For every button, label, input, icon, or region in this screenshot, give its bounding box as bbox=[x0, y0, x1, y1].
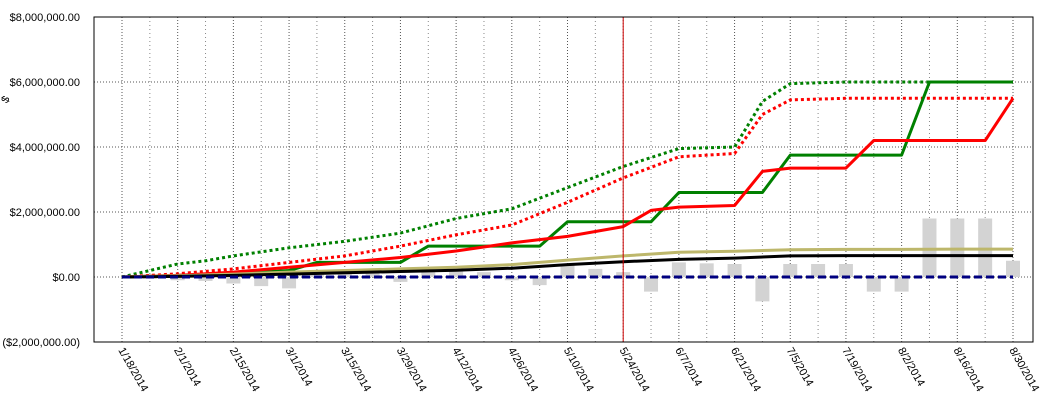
y-tick-label: $8,000,000.00 bbox=[10, 12, 80, 24]
y-tick-label: $2,000,000.00 bbox=[10, 207, 80, 219]
bar bbox=[727, 264, 742, 277]
bar bbox=[894, 277, 909, 292]
bar bbox=[226, 277, 241, 284]
series-line bbox=[121, 97, 1015, 279]
y-tick-label: ($2,000,000.00) bbox=[2, 337, 80, 349]
bar bbox=[699, 263, 714, 277]
series-line bbox=[121, 96, 1013, 279]
bar bbox=[421, 269, 436, 277]
y-tick-label: $4,000,000.00 bbox=[10, 142, 80, 154]
y-tick-label: $6,000,000.00 bbox=[10, 77, 80, 89]
bar bbox=[254, 277, 269, 287]
bar bbox=[337, 273, 352, 277]
bar bbox=[671, 262, 686, 277]
bar bbox=[588, 268, 603, 277]
bar bbox=[811, 264, 826, 277]
bar bbox=[476, 272, 491, 277]
bar bbox=[838, 264, 853, 277]
y-axis-label: $ bbox=[0, 94, 13, 105]
bar bbox=[170, 277, 185, 281]
bar bbox=[504, 277, 519, 281]
plot-border bbox=[93, 16, 1034, 343]
bar bbox=[365, 270, 380, 277]
bar bbox=[1006, 260, 1020, 277]
plot-area bbox=[94, 17, 1033, 342]
bar bbox=[449, 270, 464, 277]
bar bbox=[783, 264, 798, 277]
series-line bbox=[121, 247, 1013, 279]
series-line bbox=[121, 254, 1013, 279]
bar bbox=[644, 277, 659, 292]
bar bbox=[393, 277, 408, 282]
bar bbox=[198, 277, 213, 281]
y-tick-labels: $8,000,000.00 $6,000,000.00 $4,000,000.00 $… bbox=[2, 12, 80, 349]
bar bbox=[866, 277, 881, 292]
bar bbox=[282, 277, 297, 289]
bar bbox=[755, 277, 770, 302]
series-lines bbox=[121, 80, 1015, 279]
bar bbox=[532, 277, 547, 286]
bar bbox=[560, 264, 575, 277]
y-tick-label: $0.00 bbox=[52, 272, 80, 284]
